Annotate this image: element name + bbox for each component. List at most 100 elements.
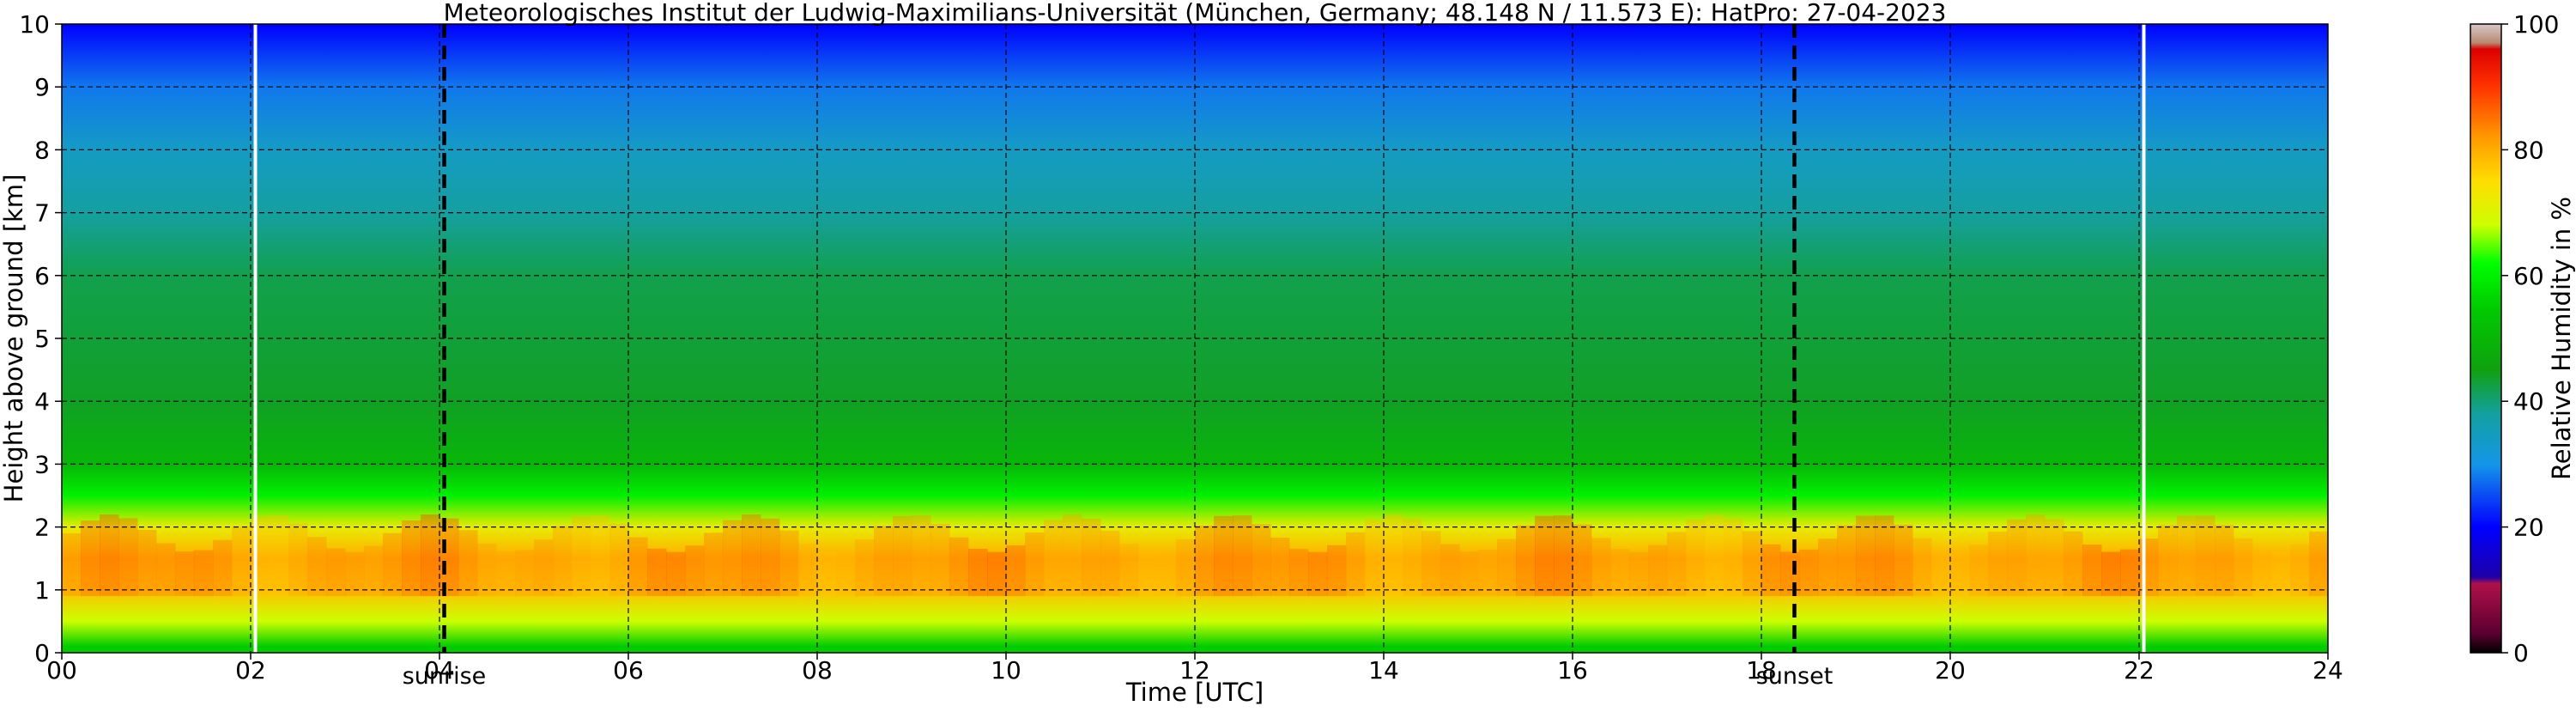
y-tick-label: 6 [34, 262, 50, 290]
humidity-cell [591, 514, 610, 597]
humidity-cell [647, 548, 667, 597]
x-tick-label: 20 [1935, 656, 1966, 685]
humidity-cell [1082, 518, 1101, 597]
humidity-cell [1365, 520, 1385, 597]
humidity-cell [270, 514, 289, 597]
y-tick-label: 9 [34, 73, 50, 101]
humidity-cell [2082, 545, 2102, 597]
humidity-cell [2158, 525, 2178, 597]
humidity-cell [1591, 538, 1611, 597]
humidity-cell [137, 529, 157, 597]
humidity-cell [628, 537, 648, 597]
humidity-cell [2271, 551, 2291, 597]
humidity-cell [2139, 539, 2159, 597]
humidity-cell [1403, 519, 1422, 597]
humidity-cell [251, 516, 270, 597]
y-tick-label: 5 [34, 325, 50, 353]
humidity-cell [1421, 531, 1441, 597]
humidity-cell [742, 514, 761, 597]
humidity-cell [666, 551, 686, 597]
humidity-cell [1138, 551, 1158, 597]
y-tick-label: 3 [34, 450, 50, 478]
humidity-cell [930, 524, 950, 597]
humidity-cell [175, 551, 195, 597]
humidity-cell [1799, 549, 1819, 597]
humidity-cell [81, 520, 100, 597]
humidity-cell [1912, 538, 1932, 597]
humidity-cell [1025, 532, 1045, 597]
colorbar-tick-label: 40 [2513, 387, 2544, 416]
humidity-cell [1100, 530, 1120, 597]
humidity-cell [1856, 515, 1876, 597]
y-tick-label: 7 [34, 199, 50, 228]
y-axis-label: Height above ground [km] [0, 174, 28, 503]
humidity-cell [1554, 515, 1573, 597]
humidity-cell [2120, 549, 2140, 597]
humidity-cell [1157, 550, 1177, 597]
humidity-cell [1573, 524, 1592, 597]
humidity-cell [1931, 549, 1951, 597]
humidity-cell [2234, 538, 2253, 597]
humidity-cell [1516, 525, 1536, 597]
humidity-cell [893, 515, 912, 597]
humidity-cell [1119, 544, 1139, 597]
humidity-cell [1894, 524, 1913, 597]
humidity-cell [232, 526, 252, 597]
humidity-cell [439, 518, 459, 597]
x-tick-label: 06 [613, 656, 644, 685]
humidity-cell [1063, 514, 1082, 597]
humidity-cell [798, 544, 818, 597]
colorbar-tick-label: 20 [2513, 514, 2544, 542]
humidity-cell [1969, 545, 1989, 597]
humidity-cell [723, 520, 742, 597]
x-tick-label: 22 [2124, 656, 2155, 685]
humidity-cell [1270, 538, 1290, 597]
humidity-cell [817, 551, 837, 597]
humidity-cell [1252, 524, 1271, 597]
humidity-cell [1818, 539, 1838, 597]
humidity-cell [1497, 539, 1517, 597]
humidity-cell [156, 543, 176, 597]
sun-markers: sunrise sunset [403, 24, 1833, 690]
humidity-cell [383, 532, 403, 597]
colorbar-ticks: 0 20 40 60 80 100 [2501, 10, 2559, 667]
colorbar-tick-label: 60 [2513, 262, 2544, 290]
humidity-cell [194, 550, 214, 597]
y-tick-label: 0 [34, 639, 50, 667]
humidity-cell [1705, 514, 1724, 597]
humidity-cell [1648, 545, 1668, 597]
x-tick-label: 10 [991, 656, 1021, 685]
colorbar-tick-label: 100 [2513, 10, 2559, 39]
x-tick-label: 12 [1179, 656, 1210, 685]
humidity-cell [1327, 545, 1347, 597]
humidity-cell [2026, 514, 2046, 597]
x-tick-label: 02 [235, 656, 266, 685]
sun-marker-label: sunrise [403, 663, 487, 690]
grid-lines [62, 24, 2328, 653]
humidity-cell [2177, 515, 2197, 597]
y-axis: 0 1 2 3 4 5 6 7 8 9 10 [19, 10, 62, 667]
humidity-cell [987, 551, 1007, 597]
humidity-cell [477, 543, 497, 597]
humidity-cell [2007, 519, 2027, 597]
humidity-cell [1478, 549, 1498, 597]
humidity-cell [402, 520, 421, 597]
humidity-cell [515, 550, 535, 597]
humidity-cell [458, 530, 478, 597]
chart-title: Meteorologisches Institut der Ludwig-Max… [444, 0, 1947, 27]
humidity-cell [553, 526, 573, 597]
humidity-cell [1629, 551, 1649, 597]
x-tick-label: 18 [1746, 656, 1777, 685]
humidity-cell [2196, 515, 2215, 597]
humidity-cell [1289, 549, 1309, 597]
humidity-cell [609, 523, 629, 597]
humidity-cell [1610, 549, 1630, 597]
x-axis-label: Time [UTC] [1125, 678, 1264, 707]
humidity-cell [1195, 526, 1215, 597]
humidity-cell [2252, 549, 2272, 597]
x-tick-label: 16 [1557, 656, 1588, 685]
humidity-cell [1761, 544, 1781, 597]
humidity-cell [1743, 531, 1762, 597]
